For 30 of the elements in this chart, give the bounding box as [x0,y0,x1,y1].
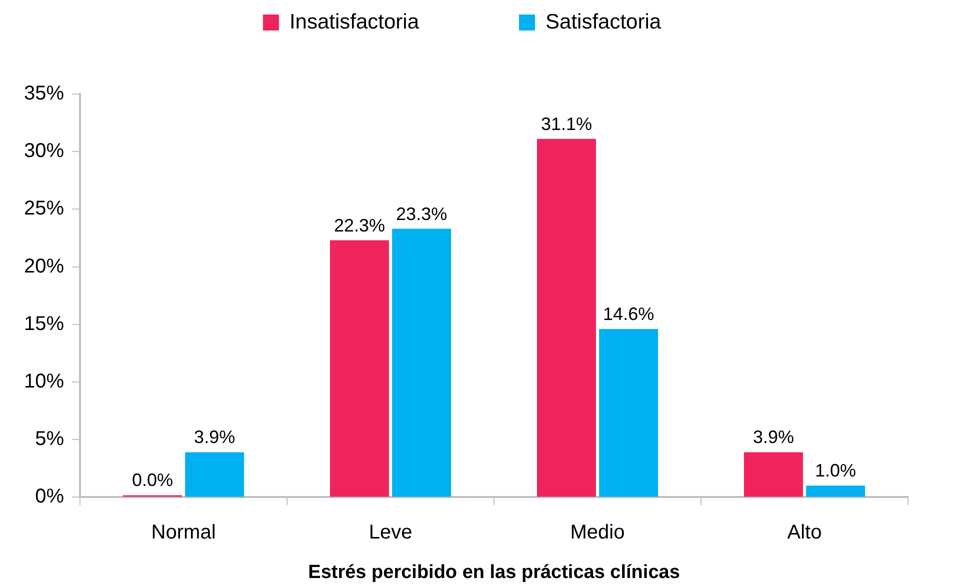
bar [392,228,452,497]
data-label: 23.3% [396,204,448,224]
data-label: 1.0% [815,460,856,481]
bar [806,486,866,497]
bar [536,138,596,497]
y-tick-label: 35% [24,82,64,105]
x-tick-label: Leve [368,522,412,544]
bar [744,452,803,497]
data-label: 3.9% [194,427,236,448]
legend-label: Satisfactoria [546,10,662,34]
legend-label: Insatisfactoria [289,10,420,34]
y-tick-label: 15% [24,312,64,335]
y-tick-label: 10% [24,370,64,393]
y-tick-label: 5% [35,428,64,450]
y-tick-label: 20% [24,255,64,278]
bar [185,452,244,497]
bar [599,329,658,497]
y-tick-label: 0% [35,486,64,508]
x-tick-label: Alto [787,522,822,544]
x-tick-label: Normal [151,522,216,544]
data-label: 0.0% [132,470,173,490]
data-label: 3.9% [752,427,794,448]
bar [330,240,389,497]
y-tick-label: 30% [24,140,64,162]
y-tick-label: 25% [24,198,64,220]
x-axis-title: Estrés percibido en las prácticas clínicas [308,562,680,583]
data-label: 14.6% [603,304,654,324]
x-tick-label: Medio [570,522,625,544]
data-label: 22.3% [334,215,385,236]
data-label: 31.1% [540,114,592,134]
